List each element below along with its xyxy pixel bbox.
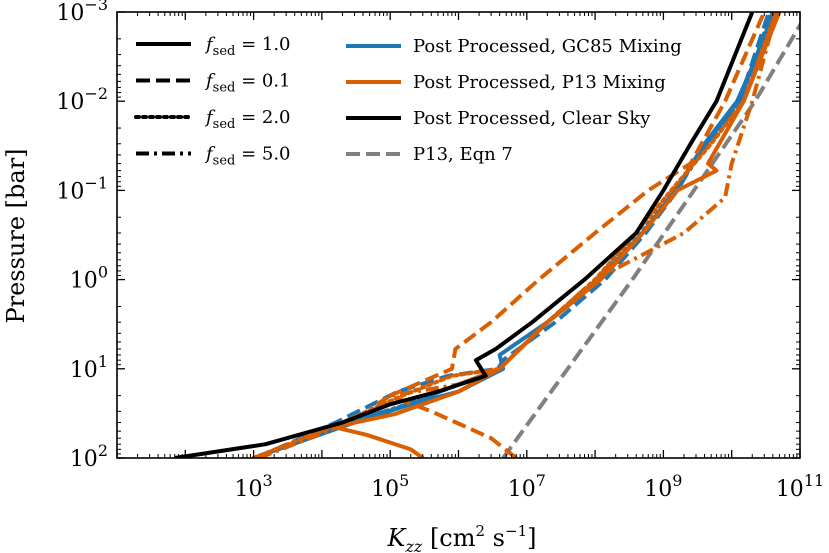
- y-tick-label: 10−1: [56, 173, 108, 204]
- legend-item-fsed: fsed = 0.1: [136, 71, 291, 96]
- legend-item-method: P13, Eqn 7: [346, 144, 513, 165]
- kzz-pressure-chart: 103 105 107 109 1011 10−3 10−2 10−1 100 101 102 Kz…: [0, 0, 829, 553]
- x-tick-label: 105: [371, 471, 409, 502]
- y-tick-label: 102: [70, 441, 108, 472]
- legend-label: Post Processed, Clear Sky: [413, 108, 651, 129]
- y-tick-label: 10−2: [56, 84, 108, 115]
- legend-label: P13, Eqn 7: [413, 144, 513, 165]
- legend-item-method: Post Processed, Clear Sky: [346, 108, 651, 129]
- legend-label: Post Processed, P13 Mixing: [413, 72, 666, 93]
- y-tick-label: 101: [70, 352, 108, 383]
- y-tick-label: 100: [70, 263, 108, 294]
- legend-label: fsed = 1.0: [204, 34, 291, 59]
- x-tick-label: 109: [644, 471, 682, 502]
- legend-item-method: Post Processed, P13 Mixing: [346, 72, 666, 93]
- legend-label: fsed = 2.0: [204, 107, 291, 132]
- y-axis-label: Pressure [bar]: [2, 148, 30, 323]
- x-axis-label: Kzz [cm2 s−1]: [387, 522, 537, 553]
- legend-fsed: fsed = 1.0 fsed = 0.1 fsed = 2.0 fsed = 5.0: [136, 34, 291, 169]
- x-tick-label: 103: [235, 471, 273, 502]
- legend-item-method: Post Processed, GC85 Mixing: [346, 36, 682, 57]
- y-tick-label: 10−3: [56, 0, 108, 26]
- x-tick-label: 107: [508, 471, 546, 502]
- legend-label: Post Processed, GC85 Mixing: [413, 36, 682, 57]
- legend-item-fsed: fsed = 2.0: [136, 107, 291, 132]
- legend-label: fsed = 0.1: [204, 71, 291, 96]
- legend-label: fsed = 5.0: [204, 144, 291, 169]
- x-tick-label: 1011: [776, 471, 824, 502]
- legend-methods: Post Processed, GC85 Mixing Post Processe…: [346, 36, 682, 165]
- legend-item-fsed: fsed = 5.0: [136, 144, 291, 169]
- legend-item-fsed: fsed = 1.0: [136, 34, 291, 59]
